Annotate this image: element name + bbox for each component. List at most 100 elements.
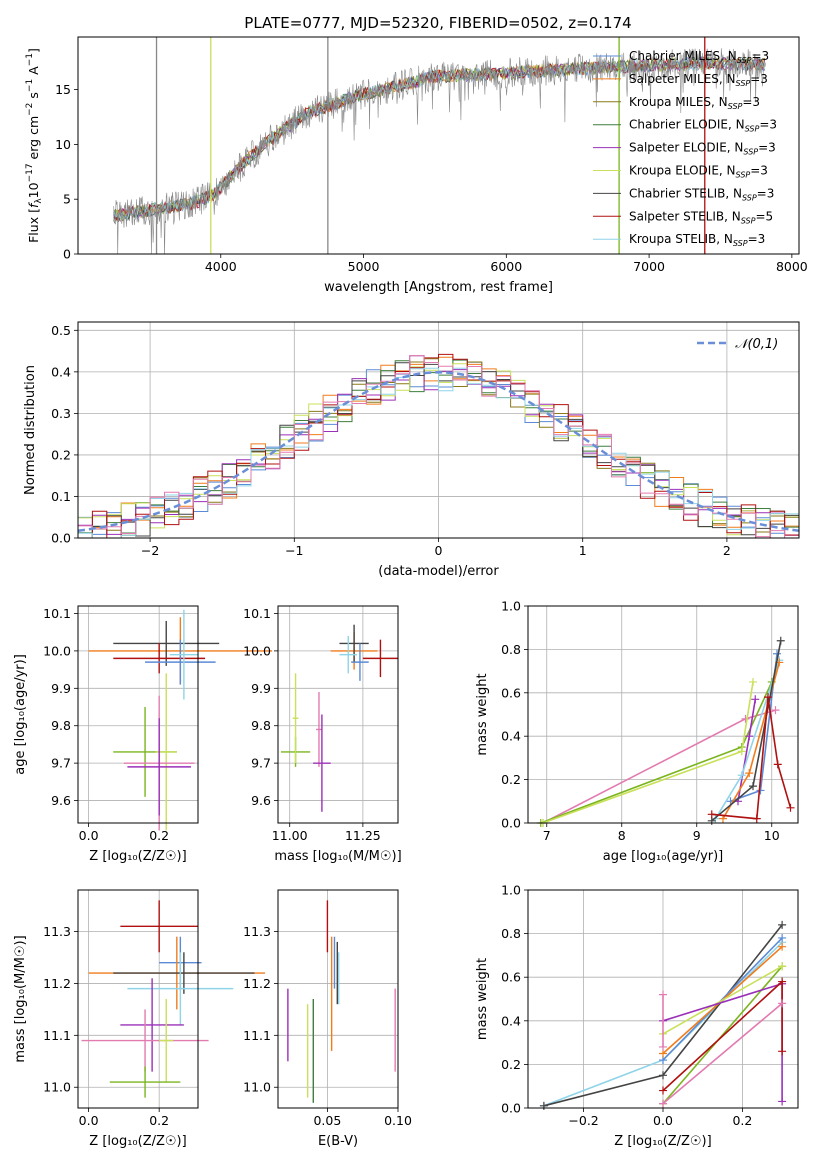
y-tick-label: 9.6	[251, 793, 271, 808]
y-tick-label: 11.3	[43, 924, 71, 939]
series-marker	[778, 933, 787, 942]
legend-label-tail: =3	[742, 95, 760, 109]
series-marker	[659, 990, 667, 999]
legend-label-tail: =3	[757, 186, 775, 200]
series-marker	[659, 1042, 667, 1051]
y-tick-label: 0.2	[501, 1057, 521, 1072]
y-axis-label-part: f	[26, 202, 41, 208]
y-tick-label: 0.5	[51, 323, 71, 338]
histogram-traces	[78, 353, 799, 538]
plot-frame	[77, 889, 199, 1109]
series-marker	[756, 786, 765, 795]
x-tick-label: 6000	[490, 259, 522, 274]
legend-label-text: Kroupa ELODIE, N	[629, 164, 736, 178]
x-tick-label: 1	[579, 543, 587, 558]
legend-label-tail: =3	[748, 232, 766, 246]
series-marker	[737, 747, 746, 756]
y-tick-label: 9.6	[51, 793, 71, 808]
y-axis-label-part: −1	[25, 53, 35, 66]
y-tick-label: 0.8	[501, 642, 521, 657]
y-tick-label: 0.6	[501, 970, 521, 985]
y-tick-label: 0.0	[501, 1101, 521, 1116]
x-tick-label: 0.0	[79, 828, 99, 843]
plot-frame	[77, 605, 199, 824]
legend-label-sub: SSP	[733, 239, 748, 248]
legend-label: Kroupa ELODIE, NSSP=3	[629, 164, 768, 180]
y-tick-label: 1.0	[501, 599, 521, 614]
series-marker	[778, 942, 787, 951]
y-tick-label: 11.0	[243, 1080, 271, 1095]
y-tick-label: 10.0	[243, 643, 271, 658]
legend-label-sub: SSP	[743, 148, 758, 157]
series-marker	[659, 1071, 667, 1080]
y-axis-label-part: λ	[34, 198, 44, 204]
x-tick-label: 4000	[205, 259, 237, 274]
x-tick-label: 0.05	[313, 1113, 341, 1128]
series-marker	[776, 636, 785, 645]
y-tick-label: 10.0	[43, 643, 71, 658]
mass-vs-metallicity-panel: 0.0 0.2 11.0 11.1 11.2 11.3 Z [log₁₀(Z/Z☉)] mas…	[13, 889, 266, 1149]
figure-title: PLATE=0777, MJD=52320, FIBERID=0502, z=0…	[244, 14, 631, 32]
y-tick-label: 0.3	[51, 406, 71, 421]
y-axis-label: Normed distribution	[23, 365, 38, 495]
x-tick-label: 7	[543, 828, 551, 843]
legend-label-text: Chabrier ELODIE, N	[629, 118, 745, 132]
y-tick-label: 11.2	[43, 976, 71, 991]
series-marker	[778, 977, 787, 986]
x-tick-label: 10	[764, 828, 780, 843]
y-tick-label: 0.4	[501, 1013, 521, 1028]
residual-histogram-step	[78, 355, 799, 538]
legend-label: Chabrier STELIB, NSSP=3	[629, 186, 774, 202]
y-tick-label: 10	[55, 137, 71, 152]
y-axis-label-part: −1	[25, 79, 35, 92]
spectrum-panel: 4000 5000 6000 7000 8000 0 5 10 15 wavelength [An…	[25, 36, 808, 295]
series-marker	[659, 1099, 667, 1108]
y-tick-label: 11.1	[243, 1028, 271, 1043]
x-tick-label: −0.2	[568, 1113, 598, 1128]
series-marker	[771, 706, 780, 715]
legend-label-tail: =5	[755, 209, 773, 223]
legend-label-sub: SSP	[737, 56, 752, 65]
legend-label: Salpeter STELIB, NSSP=5	[629, 209, 773, 225]
legend-label-tail: =3	[758, 141, 776, 155]
legend-label-sub: SSP	[741, 216, 756, 225]
x-axis-label: mass [log₁₀(M/M☉)]	[274, 849, 401, 864]
x-tick-label: −2	[141, 543, 159, 558]
plot-frame	[277, 605, 399, 824]
plot-frame	[527, 889, 799, 1109]
series-marker	[745, 769, 754, 778]
residual-histogram-step	[78, 353, 799, 538]
x-tick-label: 5000	[348, 259, 380, 274]
series-marker	[707, 810, 716, 819]
y-axis-label: mass weight	[475, 958, 490, 1040]
y-tick-label: 10.1	[243, 606, 271, 621]
y-axis-label-part: s	[26, 92, 41, 103]
y-tick-label: 9.9	[251, 681, 271, 696]
legend-label-sub: SSP	[742, 193, 757, 202]
y-axis-label-part: −2	[25, 103, 35, 116]
y-tick-label: 5	[63, 192, 71, 207]
y-tick-label: 1.0	[501, 883, 521, 898]
legend-label: Kroupa STELIB, NSSP=3	[629, 232, 765, 248]
y-tick-label: 9.8	[251, 718, 271, 733]
y-tick-label: 0.4	[501, 729, 521, 744]
series-marker	[749, 677, 757, 686]
legend-label: Salpeter ELODIE, NSSP=3	[629, 141, 776, 157]
age-vs-metallicity-panel: 0.0 0.2 9.6 9.7 9.8 9.9 10.0 10.1 Z [log₁₀(Z/Z☉)…	[13, 605, 273, 864]
series-marker	[764, 693, 772, 702]
mass-vs-reddening-panel: 0.05 0.10 11.0 11.1 11.2 11.3 E(B-V)	[243, 889, 412, 1149]
y-tick-label: 0	[63, 247, 71, 262]
series-marker	[778, 999, 787, 1008]
y-tick-label: 0.4	[51, 364, 71, 379]
residual-histogram-panel: −2 −1 0 1 2 0.0 0.1 0.2 0.3 0.4 0.5 (data-model)/er…	[23, 321, 800, 579]
x-tick-label: 11.25	[345, 828, 381, 843]
y-tick-label: 15	[55, 82, 71, 97]
y-tick-label: 11.0	[43, 1080, 71, 1095]
plot-frame	[77, 321, 800, 539]
x-tick-label: 11.00	[272, 828, 308, 843]
x-axis-label: (data-model)/error	[378, 564, 499, 579]
y-axis-label: mass weight	[475, 673, 490, 755]
y-tick-label: 0.0	[51, 531, 71, 546]
series-line	[662, 937, 783, 1061]
